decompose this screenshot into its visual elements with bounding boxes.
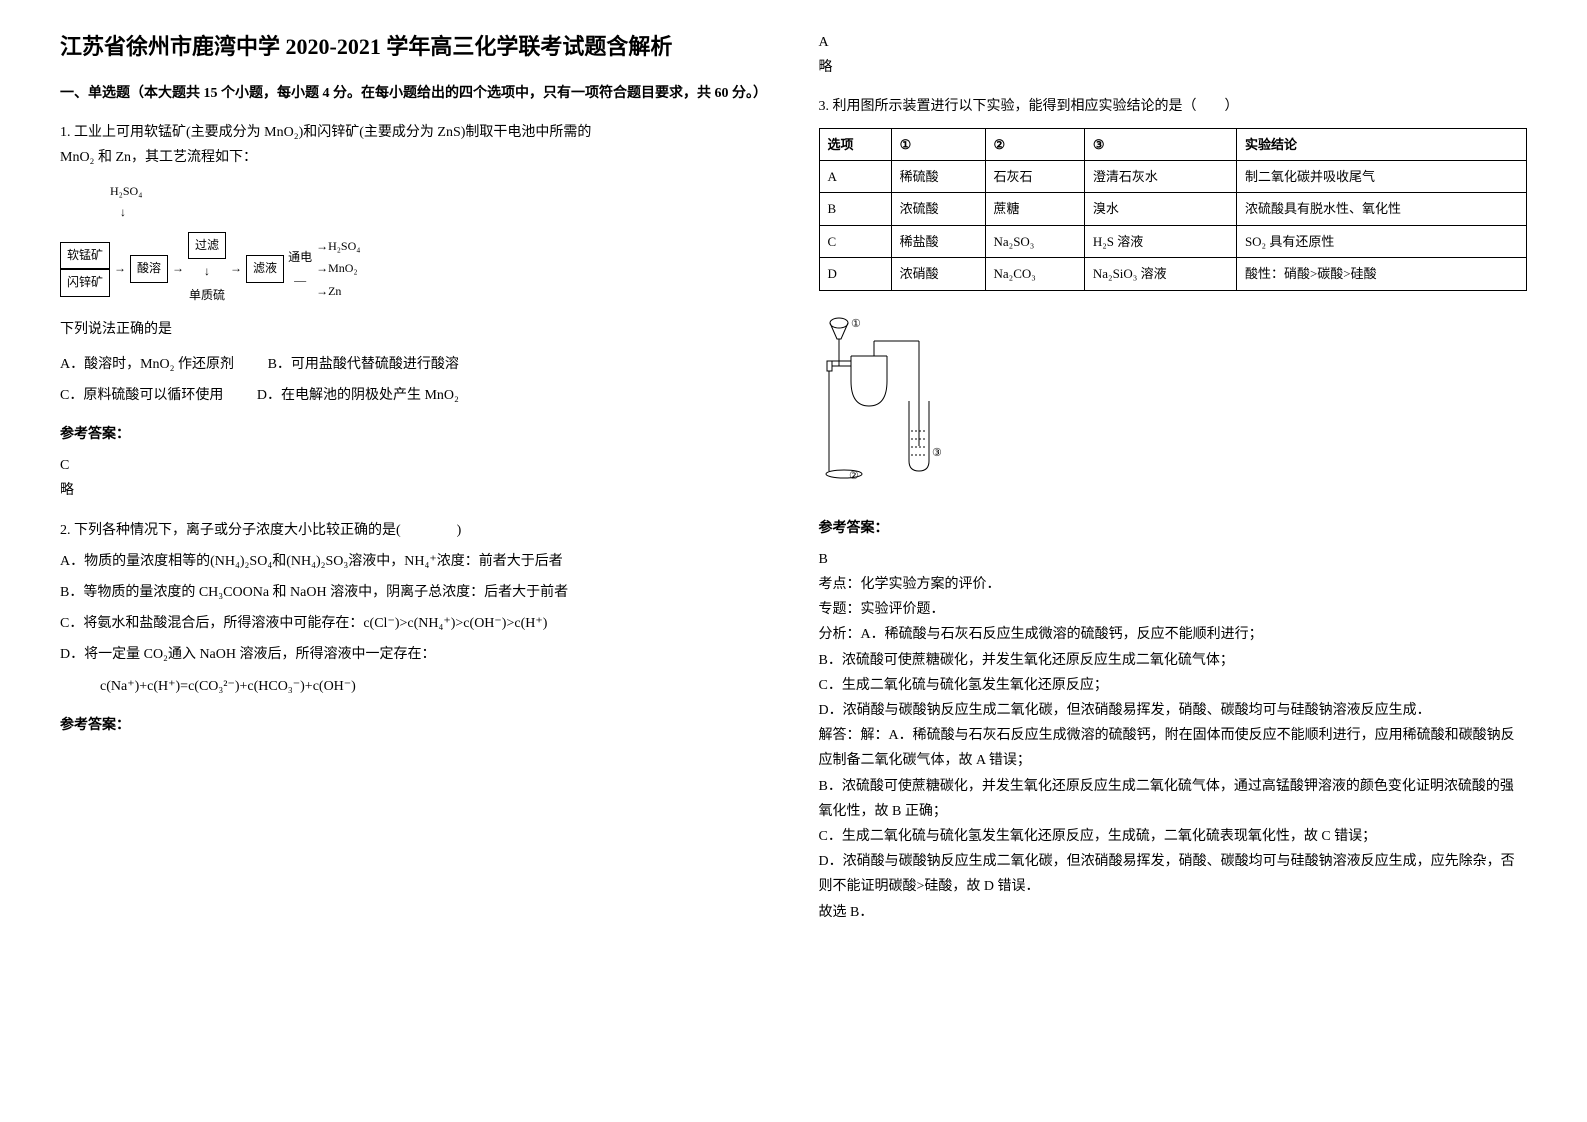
q3-topic: 考点：化学实验方案的评价． (819, 572, 1528, 597)
q1-opt-a: A．酸溶时，MnO₂ 作还原剂 (60, 357, 234, 372)
q1-flow-diagram: H₂SO₄ 软锰矿 闪锌矿 酸溶 过滤 单质硫 (60, 181, 769, 307)
flow-ore1: 软锰矿 (60, 242, 110, 270)
svg-text:①: ① (851, 318, 861, 330)
svg-text:③: ③ (932, 447, 942, 459)
q3-final: 故选 B． (819, 900, 1528, 925)
q3-sol-b: B．浓硫酸可使蔗糖碳化，并发生氧化还原反应生成二氧化硫气体，通过高锰酸钾溶液的颜… (819, 774, 1528, 824)
flow-electro: 通电 (288, 247, 312, 269)
q3-th-1: ① (891, 128, 985, 160)
q3-ana-d: D．浓硝酸与碳酸钠反应生成二氧化碳，但浓硝酸易挥发，硝酸、碳酸均可与硅酸钠溶液反… (819, 698, 1528, 723)
flow-down-arrow-icon (120, 202, 126, 224)
q3-special: 专题：实验评价题． (819, 597, 1528, 622)
question-2: 2. 下列各种情况下，离子或分子浓度大小比较正确的是( ) A．物质的量浓度相等… (60, 518, 769, 738)
q1-explain: 略 (60, 478, 769, 503)
q3-analysis-label: 分析： (819, 627, 861, 642)
section-1-heading: 一、单选题（本大题共 15 个小题，每小题 4 分。在每小题给出的四个选项中，只… (60, 81, 769, 106)
flow-step2: 过滤 (188, 232, 226, 260)
doc-title: 江苏省徐州市鹿湾中学 2020-2021 学年高三化学联考试题含解析 (60, 30, 769, 63)
q3-ana-a: A．稀硫酸与石灰石反应生成微溶的硫酸钙，反应不能顺利进行； (861, 627, 1263, 642)
q3-sol-d: D．浓硝酸与碳酸钠反应生成二氧化碳，但浓硝酸易挥发，硝酸、碳酸均可与硅酸钠溶液反… (819, 849, 1528, 899)
q3-th-3: ③ (1084, 128, 1236, 160)
q3-th-2: ② (985, 128, 1084, 160)
flow-h2so4: H₂SO₄ (110, 181, 142, 203)
flow-residue: 单质硫 (189, 285, 225, 307)
q1-stem: 1. 工业上可用软锰矿(主要成分为 MnO₂)和闪锌矿(主要成分为 ZnS)制取… (60, 120, 769, 145)
q1-opt-d: D．在电解池的阴极处产生 MnO₂ (257, 388, 459, 403)
down-arrow-icon (204, 261, 210, 283)
table-row: B 浓硫酸 蔗糖 溴水 浓硫酸具有脱水性、氧化性 (819, 193, 1527, 225)
q2-opt-d2: c(Na⁺)+c(H⁺)=c(CO₃²⁻)+c(HCO₃⁻)+c(OH⁻) (60, 674, 769, 699)
q3-th-0: 选项 (819, 128, 891, 160)
flow-out3: →Zn (316, 281, 360, 303)
arrow-icon (172, 258, 184, 280)
flow-step3: 滤液 (246, 255, 284, 283)
arrow-icon (230, 258, 242, 280)
q3-ana-b: B．浓硫酸可使蔗糖碳化，并发生氧化还原反应生成二氧化硫气体； (819, 648, 1528, 673)
q3-stem: 3. 利用图所示装置进行以下实验，能得到相应实验结论的是（ ） (819, 94, 1528, 119)
flow-ore2: 闪锌矿 (60, 269, 110, 297)
q1-opt-b: B．可用盐酸代替硫酸进行酸溶 (268, 357, 459, 372)
q3-answer: B (819, 547, 1528, 572)
q1-answer: C (60, 453, 769, 478)
q2-opt-a: A．物质的量浓度相等的(NH₄)₂SO₄和(NH₄)₂SO₃溶液中，NH₄⁺浓度… (60, 549, 769, 574)
q1-prompt: 下列说法正确的是 (60, 317, 769, 342)
q3-th-4: 实验结论 (1236, 128, 1526, 160)
question-3: 3. 利用图所示装置进行以下实验，能得到相应实验结论的是（ ） 选项 ① ② ③… (819, 94, 1528, 924)
q3-answer-label: 参考答案： (819, 516, 1528, 541)
q2-answer-label: 参考答案： (60, 713, 769, 738)
q3-table: 选项 ① ② ③ 实验结论 A 稀硫酸 石灰石 澄清石灰水 制二氧化碳并吸收尾气 (819, 128, 1528, 291)
q3-solve-label: 解答：解： (819, 728, 889, 743)
q1-answer-label: 参考答案： (60, 422, 769, 447)
q1-stem2: MnO₂ 和 Zn，其工艺流程如下： (60, 145, 769, 170)
table-row: C 稀盐酸 Na₂SO₃ H₂S 溶液 SO₂ 具有还原性 (819, 225, 1527, 257)
question-1: 1. 工业上可用软锰矿(主要成分为 MnO₂)和闪锌矿(主要成分为 ZnS)制取… (60, 120, 769, 503)
q2-opt-b: B．等物质的量浓度的 CH₃COONa 和 NaOH 溶液中，阴离子总浓度：后者… (60, 580, 769, 605)
flow-out2: →MnO₂ (316, 258, 360, 280)
q3-sol-a: A．稀硫酸与石灰石反应生成微溶的硫酸钙，附在固体而使反应不能顺利进行，应用稀硫酸… (819, 728, 1515, 768)
q2-stem: 2. 下列各种情况下，离子或分子浓度大小比较正确的是( ) (60, 518, 769, 543)
q3-ana-c: C．生成二氧化硫与硫化氢发生氧化还原反应； (819, 673, 1528, 698)
q2-answer: A (819, 30, 1528, 55)
table-row: A 稀硫酸 石灰石 澄清石灰水 制二氧化碳并吸收尾气 (819, 160, 1527, 192)
q3-apparatus-diagram: ① ② ③ (819, 311, 959, 481)
q2-opt-d: D．将一定量 CO₂通入 NaOH 溶液后，所得溶液中一定存在： (60, 642, 769, 667)
q1-opt-c: C．原料硫酸可以循环使用 (60, 388, 223, 403)
arrow-icon (114, 258, 126, 280)
q2-opt-c: C．将氨水和盐酸混合后，所得溶液中可能存在：c(Cl⁻)>c(NH₄⁺)>c(O… (60, 611, 769, 636)
q2-explain: 略 (819, 55, 1528, 80)
q3-sol-c: C．生成二氧化硫与硫化氢发生氧化还原反应，生成硫，二氧化硫表现氧化性，故 C 错… (819, 824, 1528, 849)
flow-out1: →H₂SO₄ (316, 236, 360, 258)
flow-step1: 酸溶 (130, 255, 168, 283)
table-row: D 浓硝酸 Na₂CO₃ Na₂SiO₃ 溶液 酸性：硝酸>碳酸>硅酸 (819, 258, 1527, 290)
